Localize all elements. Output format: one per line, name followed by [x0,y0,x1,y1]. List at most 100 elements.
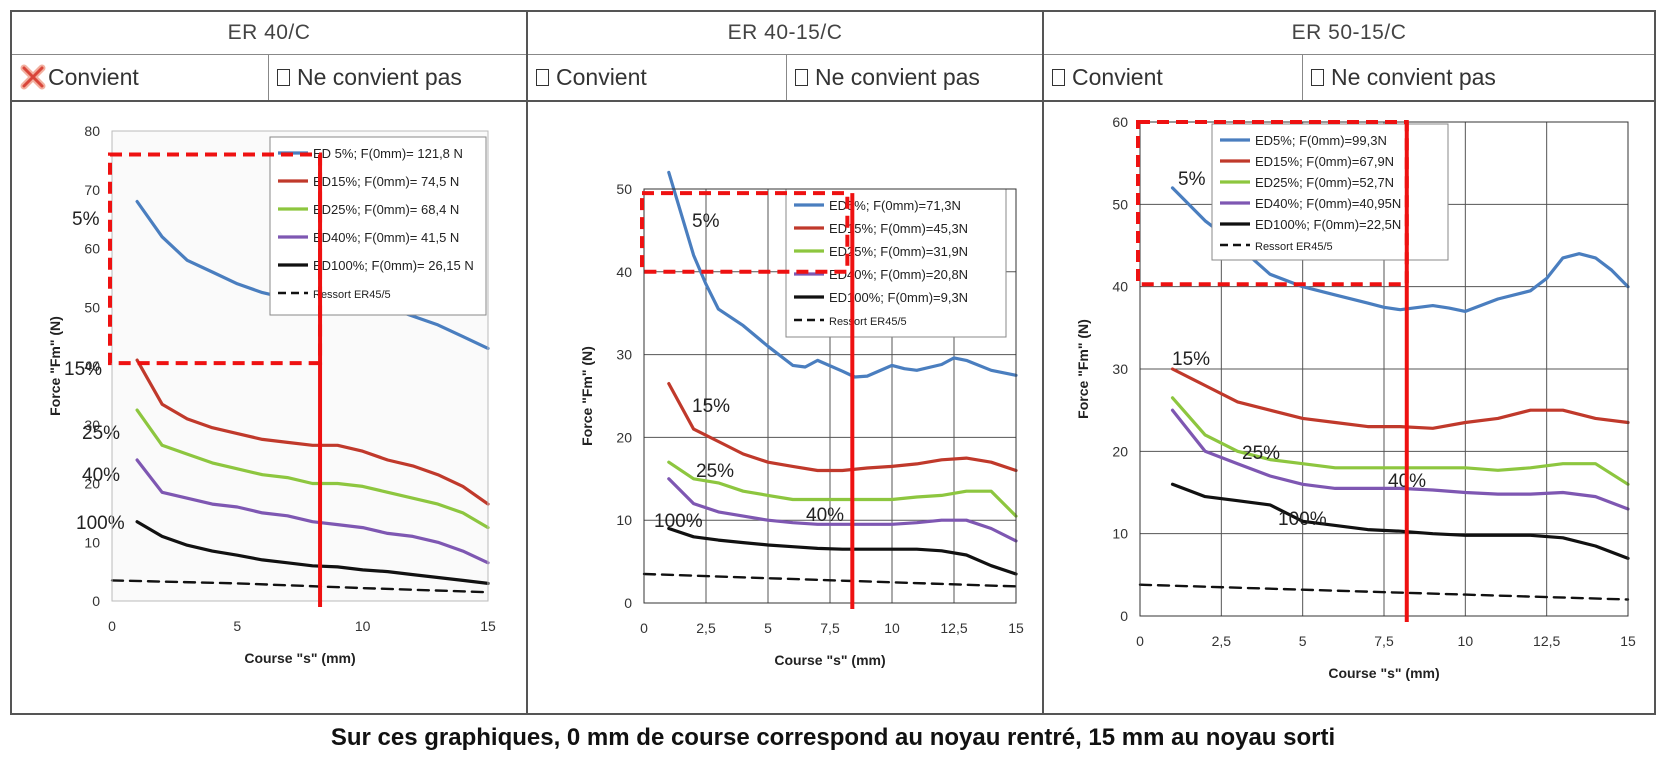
legend-label: ED25%; F(0mm)=52,7N [1255,175,1394,190]
legend-label: ED15%; F(0mm)= 74,5 N [313,174,459,189]
option-convient[interactable]: Convient [528,55,786,100]
y-tick-label: 40 [84,358,100,374]
option-convient[interactable]: Convient [12,55,268,100]
x-tick-label: 5 [233,618,241,634]
y-tick-label: 0 [1120,608,1128,624]
checkbox-icon [536,69,549,86]
series-percent-label: 15% [1172,349,1210,370]
option-ne-convient-pas[interactable]: Ne convient pas [268,55,526,100]
series-percent-label: 100% [1278,509,1327,530]
x-tick-label: 10 [355,618,371,634]
legend-label: ED25%; F(0mm)= 68,4 N [313,202,459,217]
checkbox-icon [1311,69,1324,86]
y-tick-label: 20 [84,476,100,492]
option-ne-convient-pas-label: Ne convient pas [815,64,980,90]
y-tick-label: 10 [616,512,632,528]
y-axis-title: Force "Fm" (N) [1075,319,1091,419]
x-axis-title: Course "s" (mm) [244,650,355,666]
legend-label: ED5%; F(0mm)=99,3N [1255,133,1387,148]
series-percent-label: 25% [82,423,120,444]
series-line [1170,408,1630,511]
series-line [1138,583,1630,601]
series-percent-label: 15% [692,396,730,417]
y-tick-label: 50 [616,181,632,197]
series-line [642,572,1018,588]
series-line [667,460,1018,518]
series-line [667,526,1018,576]
panel-er50-15c: ER 50-15/C Convient Ne convient pas 0 10 2… [1042,12,1654,713]
series-percent-label: 15% [64,359,102,380]
y-tick-label: 40 [616,264,632,280]
x-tick-label: 7,5 [820,620,840,636]
legend-box [785,188,1007,338]
y-tick-label: 30 [616,347,632,363]
series-percent-label: 100% [76,513,125,534]
y-tick-label: 0 [624,595,632,611]
series-percent-label: 100% [654,511,703,532]
x-tick-label: 15 [1008,620,1024,636]
x-tick-label: 12,5 [1533,633,1560,649]
option-ne-convient-pas[interactable]: Ne convient pas [1302,55,1656,100]
series-line [135,358,490,506]
legend-label: ED40%; F(0mm)= 41,5 N [313,230,459,245]
suitability-options: Convient Ne convient pas [1044,55,1654,102]
series-line [135,520,490,585]
plot-border [111,130,489,602]
suitability-options: Convient Ne convient pas [12,55,526,102]
annotation-dashed-box [640,191,850,274]
x-tick-label: 10 [1458,633,1474,649]
option-convient-label: Convient [556,64,647,90]
x-tick-label: 5 [764,620,772,636]
checkbox-icon [1052,69,1065,86]
x-tick-label: 0 [108,618,116,634]
y-tick-label: 0 [92,593,100,609]
legend-label: ED40%; F(0mm)=20,8N [829,267,968,282]
series-percent-label: 5% [692,211,720,232]
y-axis-title: Force "Fm" (N) [579,346,595,446]
legend-label: Ressort ER45/5 [829,316,907,328]
x-axis-title: Course "s" (mm) [1328,665,1439,681]
y-axis-title: Force "Fm" (N) [47,316,63,416]
comparison-table: ER 40/C Convient Ne convient pas 0 10 20 30… [10,10,1656,715]
plot-border [1139,121,1629,617]
series-percent-label: 5% [1178,169,1206,190]
legend-label: ED 5%; F(0mm)= 121,8 N [313,146,463,161]
x-axis-title: Course "s" (mm) [774,652,885,668]
option-convient[interactable]: Convient [1044,55,1302,100]
legend-label: ED15%; F(0mm)=67,9N [1255,154,1394,169]
series-line [667,382,1018,473]
panel-er40-15c: ER 40-15/C Convient Ne convient pas 0 10 2… [526,12,1042,713]
legend-box [269,136,487,316]
legend-label: ED100%; F(0mm)=22,5N [1255,217,1401,232]
x-tick-label: 5 [1299,633,1307,649]
x-tick-label: 7,5 [1374,633,1394,649]
checkbox-icon [277,69,290,86]
x-tick-label: 10 [884,620,900,636]
series-percent-label: 5% [72,209,100,230]
series-percent-label: 25% [696,461,734,482]
panel-title: ER 40-15/C [528,12,1042,55]
checkbox-icon [795,69,808,86]
x-tick-label: 0 [640,620,648,636]
force-course-chart: 0 10 20 30 40 50 0 2,5 5 7,5 10 12,5 15 Course "s" (m… [579,170,1024,668]
series-line [1170,367,1630,430]
y-tick-label: 30 [84,417,100,433]
legend-label: Ressort ER45/5 [1255,241,1333,253]
legend-label: ED15%; F(0mm)=45,3N [829,221,968,236]
series-line [135,458,490,565]
suitability-options: Convient Ne convient pas [528,55,1042,102]
force-course-chart: 0 10 20 30 40 50 60 0 2,5 5 7,5 10 12,5 15 Course "s" … [1075,114,1636,681]
y-tick-label: 60 [84,241,100,257]
legend-label: ED100%; F(0mm)=9,3N [829,290,968,305]
option-ne-convient-pas[interactable]: Ne convient pas [786,55,1044,100]
y-tick-label: 20 [1112,443,1128,459]
series-line [1170,186,1630,313]
y-tick-label: 60 [1112,114,1128,130]
series-line [1170,482,1630,560]
x-tick-label: 15 [1620,633,1636,649]
y-tick-label: 20 [616,429,632,445]
y-tick-label: 80 [84,123,100,139]
series-percent-label: 40% [806,505,844,526]
option-convient-label: Convient [48,64,139,90]
plot-border [643,188,1017,604]
